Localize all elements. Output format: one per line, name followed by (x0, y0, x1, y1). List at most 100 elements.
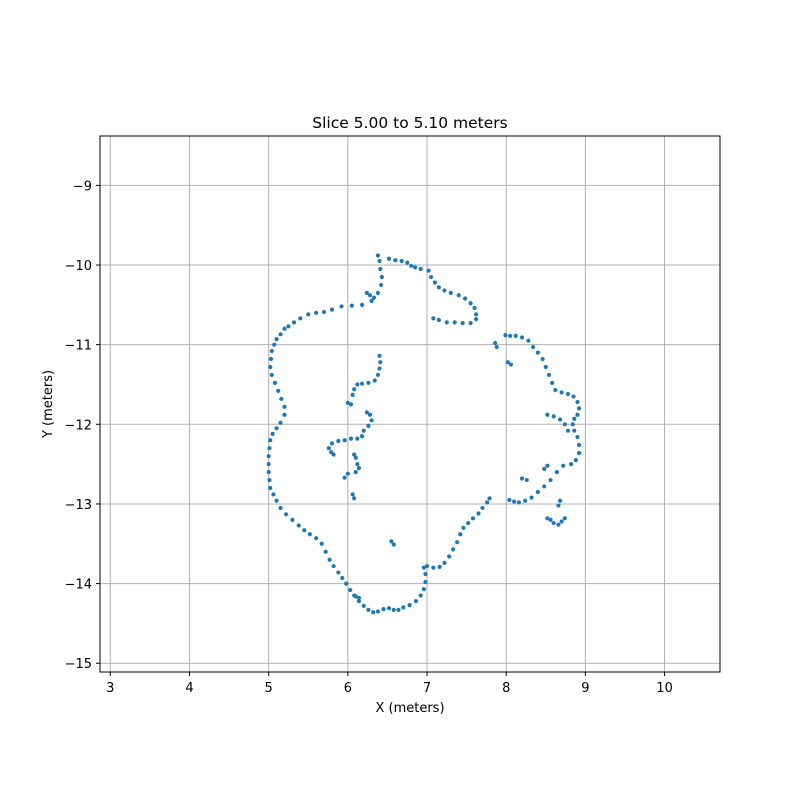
scatter-point (529, 495, 534, 500)
scatter-point (377, 353, 382, 358)
scatter-point (353, 455, 358, 460)
chart-title: Slice 5.00 to 5.10 meters (312, 114, 508, 132)
y-tick-label: −11 (65, 339, 92, 354)
scatter-point (272, 342, 277, 347)
scatter-point (542, 484, 547, 489)
scatter-point (371, 610, 376, 615)
scatter-point (336, 438, 341, 444)
scatter-point (562, 422, 567, 427)
scatter-point (516, 500, 521, 505)
scatter-point (413, 265, 418, 270)
x-tick-label: 3 (106, 681, 114, 696)
scatter-point (377, 366, 382, 371)
scatter-point (371, 295, 377, 300)
scatter-point (321, 309, 327, 315)
scatter-point (526, 338, 531, 343)
scatter-point (551, 520, 556, 526)
scatter-point (348, 587, 353, 593)
scatter-point (266, 469, 271, 475)
scatter-point (268, 356, 274, 362)
scatter-point (352, 496, 357, 501)
scatter-point (381, 606, 386, 612)
scatter-point (399, 258, 404, 264)
scatter-point (476, 511, 481, 516)
scatter-point (505, 360, 510, 365)
plot-area-frame (99, 135, 721, 673)
scatter-point (393, 258, 398, 263)
scatter-point (565, 391, 571, 397)
scatter-point (485, 500, 490, 505)
scatter-point (556, 522, 561, 527)
scatter-point (413, 599, 419, 604)
scatter-point (375, 253, 381, 258)
scatter-point (493, 340, 498, 346)
scatter-point (286, 324, 291, 329)
scatter-point (356, 599, 362, 604)
scatter-point (519, 335, 525, 340)
scatter-point (447, 554, 452, 559)
scatter-point (274, 336, 279, 342)
scatter-point (306, 312, 311, 317)
scatter-point (267, 477, 272, 483)
scatter-point (336, 570, 341, 575)
scatter-point (359, 381, 365, 386)
scatter-point (296, 523, 301, 528)
scatter-point (418, 593, 423, 598)
scatter-point (329, 307, 335, 312)
scatter-point (542, 466, 547, 472)
scatter-point (468, 321, 473, 326)
scatter-point (361, 428, 366, 433)
scatter-point (282, 404, 287, 409)
scatter-point (378, 282, 384, 288)
scatter-point (359, 302, 365, 307)
scatter-point (375, 609, 381, 614)
scatter-point (339, 304, 344, 309)
scatter-point (553, 387, 558, 393)
scatter-point (431, 565, 436, 570)
scatter-point (461, 525, 466, 530)
scatter-point (319, 541, 324, 546)
scatter-point (421, 587, 426, 592)
scatter-point (535, 489, 540, 495)
scatter-point (418, 266, 423, 272)
scatter-point (421, 565, 426, 570)
scatter-point (407, 602, 412, 608)
scatter-point (437, 564, 442, 569)
scatter-point (266, 454, 271, 459)
scatter-point (268, 485, 273, 491)
scatter-point (279, 396, 284, 401)
scatter-point (272, 380, 278, 385)
scatter-point (405, 260, 410, 265)
scatter-point (356, 595, 362, 601)
scatter-point (302, 528, 307, 533)
scatter-point (535, 350, 540, 355)
scatter-point (378, 266, 383, 272)
scatter-point (448, 290, 453, 295)
scatter-point (494, 344, 499, 350)
scatter-point (545, 516, 550, 521)
x-tick-label: 10 (656, 681, 673, 696)
scatter-point (508, 333, 513, 339)
scatter-point (276, 388, 281, 393)
scatter-point (271, 492, 276, 497)
scatter-point (274, 498, 279, 503)
scatter-point (342, 438, 347, 443)
scatter-point (575, 412, 580, 417)
scatter-point (540, 356, 545, 362)
data-points (266, 253, 582, 615)
scatter-point (503, 333, 508, 338)
scatter-point (375, 290, 381, 295)
scatter-point (345, 400, 350, 405)
x-tick-label: 5 (265, 681, 273, 696)
scatter-point (314, 536, 319, 541)
scatter-point (352, 387, 357, 392)
scatter-point (531, 344, 536, 350)
x-tick-label: 9 (581, 681, 589, 696)
scatter-point (550, 380, 555, 385)
scatter-point (267, 446, 272, 451)
scatter-point (386, 256, 392, 261)
scatter-point (548, 477, 553, 483)
scatter-point (423, 579, 428, 585)
scatter-point (519, 476, 525, 481)
scatter-point (474, 317, 479, 322)
